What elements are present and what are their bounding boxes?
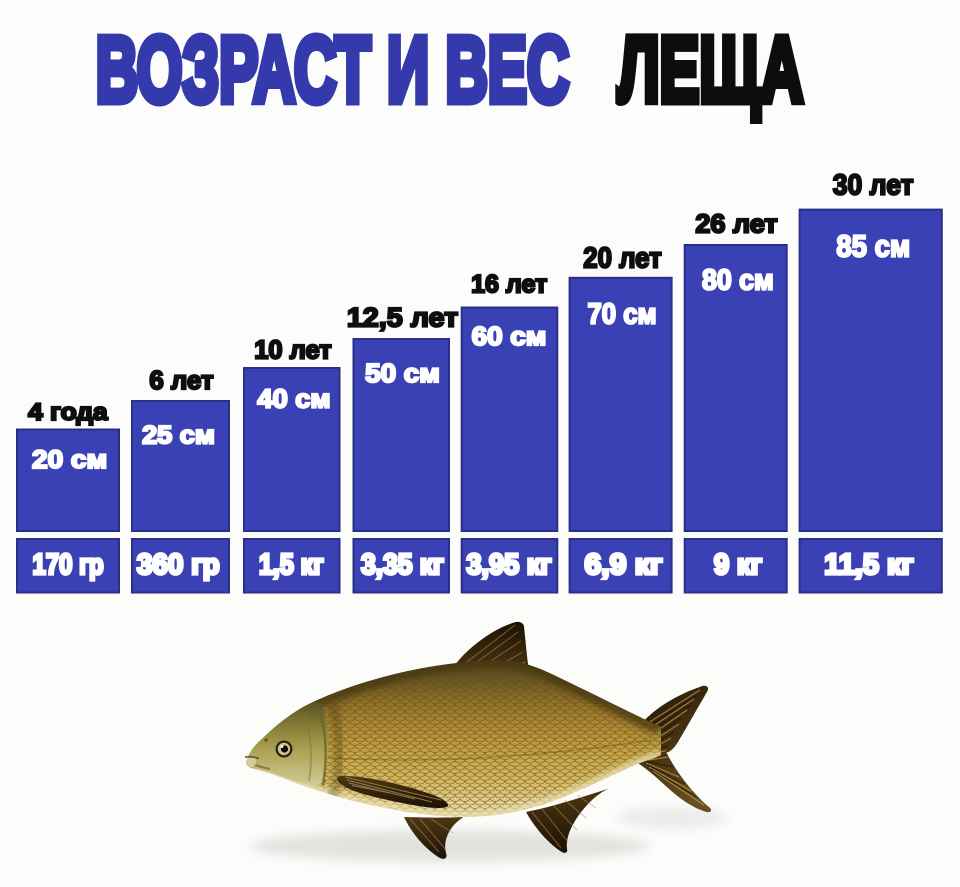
svg-text:85 см: 85 см — [836, 228, 910, 263]
svg-text:30 лет: 30 лет — [833, 169, 914, 201]
svg-text:16 лет: 16 лет — [471, 270, 547, 298]
svg-text:26 лет: 26 лет — [695, 211, 777, 239]
svg-text:1,5 кг: 1,5 кг — [259, 549, 324, 581]
svg-text:170 гр: 170 гр — [33, 549, 104, 581]
svg-text:20 лет: 20 лет — [583, 242, 662, 274]
svg-text:6,9 кг: 6,9 кг — [585, 549, 663, 581]
svg-text:11,5 кг: 11,5 кг — [824, 549, 913, 581]
svg-text:25 см: 25 см — [142, 421, 215, 449]
svg-text:20 см: 20 см — [32, 446, 107, 474]
svg-text:12,5 лет: 12,5 лет — [347, 303, 458, 333]
svg-text:3,35 кг: 3,35 кг — [361, 549, 444, 581]
svg-text:360 гр: 360 гр — [137, 549, 220, 581]
svg-text:4 года: 4 года — [28, 399, 108, 426]
svg-text:10 лет: 10 лет — [254, 336, 331, 364]
svg-text:60 см: 60 см — [472, 323, 547, 351]
svg-text:6 лет: 6 лет — [149, 367, 213, 395]
svg-text:9 кг: 9 кг — [714, 549, 762, 581]
svg-text:50 см: 50 см — [365, 360, 440, 388]
svg-text:ЛЕЩА: ЛЕЩА — [618, 18, 804, 122]
svg-text:ВОЗРАСТ И ВЕС: ВОЗРАСТ И ВЕС — [96, 18, 570, 122]
svg-text:80 см: 80 см — [702, 264, 774, 296]
svg-text:40 см: 40 см — [257, 385, 330, 413]
svg-text:3,95 кг: 3,95 кг — [466, 549, 551, 581]
svg-text:70 см: 70 см — [587, 298, 656, 330]
